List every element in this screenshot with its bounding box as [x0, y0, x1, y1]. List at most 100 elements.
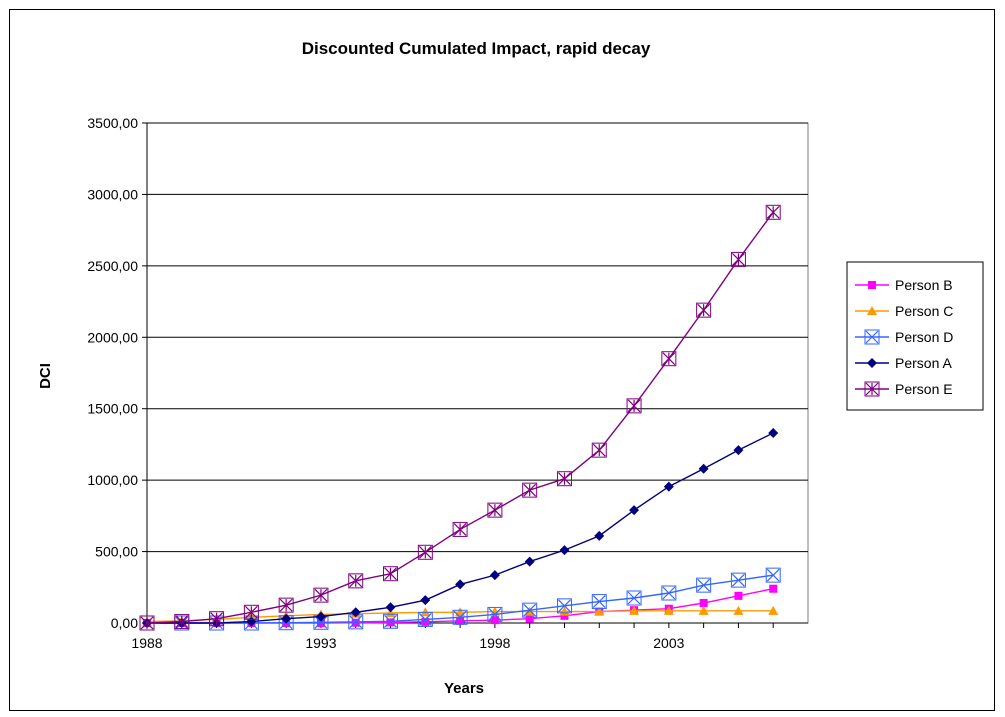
data-point [139, 615, 155, 631]
data-point [351, 618, 360, 627]
data-point [765, 204, 781, 220]
marker-cross [697, 303, 711, 317]
marker-cross [279, 598, 293, 612]
data-point [556, 471, 572, 487]
marker-shape [699, 599, 708, 607]
marker-cross [453, 610, 467, 624]
marker-box [174, 614, 190, 630]
marker-cross [314, 615, 328, 629]
marker-cross [523, 483, 537, 497]
marker-box [661, 585, 677, 601]
marker-box [348, 573, 364, 589]
marker-cross [175, 615, 189, 628]
marker-cross [558, 472, 571, 486]
marker-shape [734, 591, 743, 600]
data-point [490, 616, 499, 625]
data-point [421, 617, 430, 626]
x-tick-label: 1993 [305, 635, 336, 651]
marker-shape [663, 481, 674, 492]
marker-shape [698, 605, 709, 615]
data-point [278, 597, 294, 613]
marker-box [487, 606, 503, 622]
y-tick-label: 3500,00 [87, 115, 138, 131]
marker-shape [315, 611, 326, 622]
y-tick-label: 2000,00 [87, 329, 138, 345]
data-point [313, 587, 329, 603]
data-point [594, 606, 605, 616]
legend-label: Person B [895, 277, 953, 293]
marker-cross [558, 599, 571, 613]
data-point [733, 445, 744, 456]
data-point [661, 585, 677, 601]
marker-cross [662, 352, 676, 366]
marker-shape [867, 358, 877, 368]
data-point [734, 591, 743, 600]
marker-shape [733, 445, 744, 456]
data-point [768, 605, 779, 615]
data-point [696, 302, 712, 318]
marker-box [209, 611, 225, 627]
marker-shape [768, 428, 779, 438]
data-point [243, 604, 259, 620]
marker-cross [384, 567, 397, 581]
marker-shape [629, 605, 640, 615]
chart-frame: Discounted Cumulated Impact, rapid decay… [9, 9, 995, 711]
x-axis: 1988 1993 1998 2003 [131, 622, 808, 651]
marker-box [487, 502, 503, 518]
data-point [765, 567, 781, 583]
data-point [768, 428, 779, 438]
y-tick-label: 500,00 [95, 544, 138, 560]
data-point [629, 605, 640, 615]
data-point [420, 607, 431, 617]
y-tick-label: 0,00 [111, 615, 138, 631]
data-point [385, 602, 396, 613]
marker-cross [766, 205, 780, 219]
marker-box [661, 351, 677, 367]
legend-label: Person C [895, 303, 953, 319]
x-tick-label: 1988 [131, 635, 162, 651]
marker-box [556, 471, 572, 487]
plot-border [146, 122, 809, 624]
marker-cross [349, 615, 363, 629]
data-point [661, 351, 677, 367]
data-point [626, 590, 642, 606]
gridlines [147, 122, 808, 624]
series-person-a [142, 428, 779, 628]
marker-cross [697, 578, 711, 592]
marker-box [730, 251, 746, 267]
marker-cross [418, 613, 432, 626]
marker-shape [490, 616, 499, 625]
y-axis: 0,00 500,00 1000,00 1500,00 2000,00 2500,00 30… [87, 115, 148, 631]
data-point [350, 607, 361, 618]
marker-shape [868, 281, 876, 289]
marker-cross [453, 523, 467, 536]
marker-cross [488, 608, 502, 621]
marker-box [522, 482, 538, 498]
line-chart: Discounted Cumulated Impact, rapid decay… [37, 39, 984, 697]
legend: Person B Person C Person D Person A Person E [846, 261, 984, 411]
marker-shape [421, 617, 430, 626]
marker-box [730, 572, 746, 588]
legend-marker [864, 381, 880, 397]
marker-box [452, 609, 468, 625]
data-point [452, 609, 468, 625]
marker-cross [592, 595, 606, 608]
data-point [591, 442, 607, 458]
legend-item: Person B [855, 277, 953, 293]
marker-shape [769, 584, 778, 593]
marker-shape [525, 614, 534, 623]
marker-cross [627, 399, 641, 413]
marker-cross [314, 588, 328, 602]
legend-marker [867, 306, 877, 315]
marker-box [591, 594, 607, 610]
marker-shape [594, 530, 605, 541]
data-point [594, 530, 605, 541]
marker-box [591, 442, 607, 458]
marker-box [864, 329, 880, 345]
marker-box [556, 598, 572, 614]
marker-shape [351, 618, 360, 627]
data-point [487, 502, 503, 518]
marker-cross [662, 586, 676, 600]
legend-label: Person E [895, 381, 953, 397]
marker-cross [731, 573, 745, 587]
